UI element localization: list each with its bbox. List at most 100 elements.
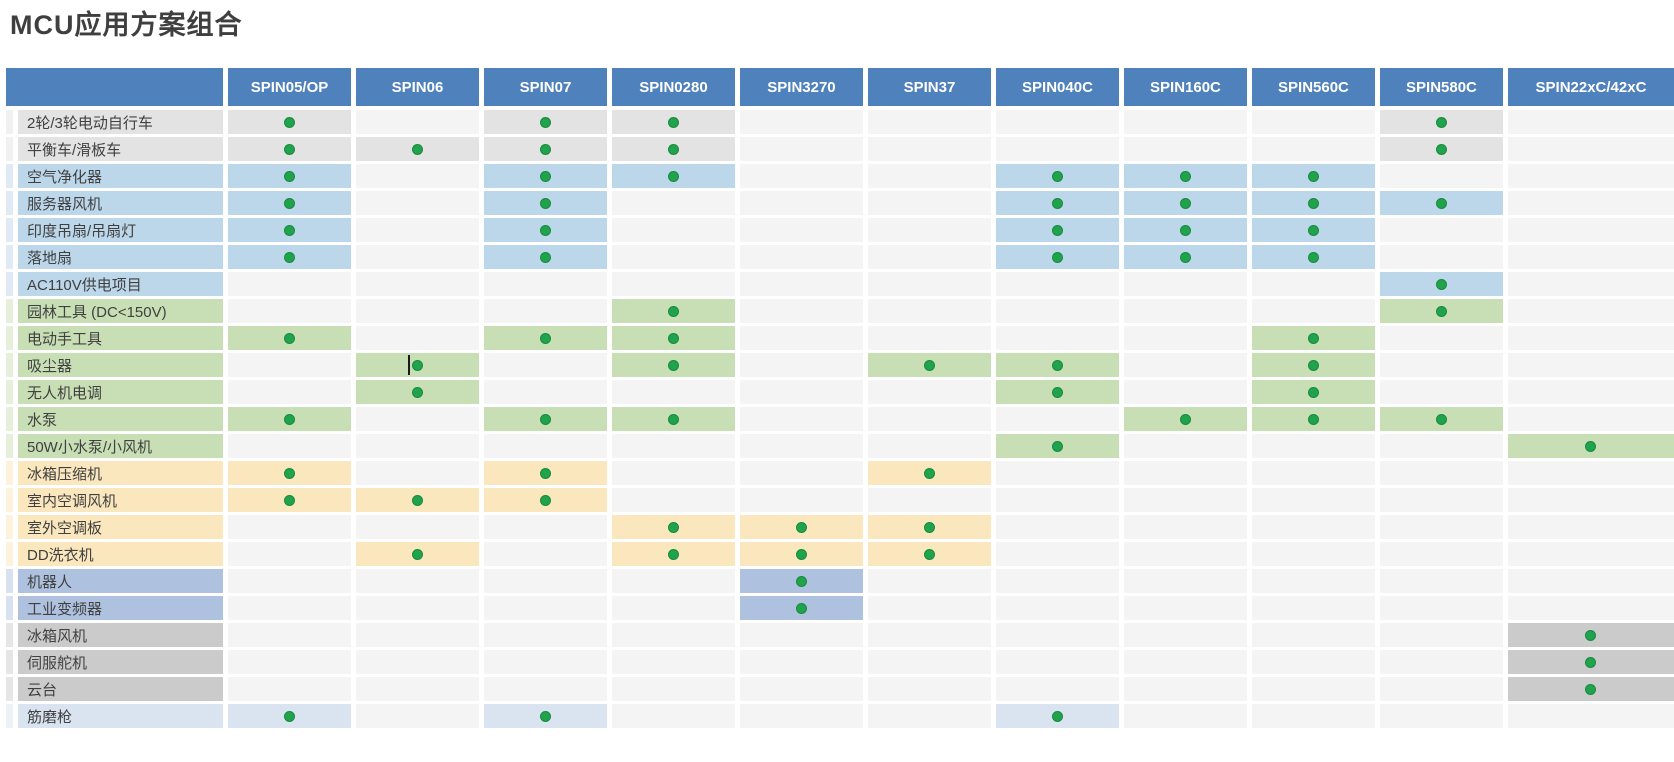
matrix-cell [355, 353, 479, 377]
matrix-cell [1123, 245, 1247, 269]
matrix-cell [739, 677, 863, 701]
row-edge-cell [6, 164, 13, 188]
solution-dot [283, 332, 295, 344]
matrix-cell [867, 407, 991, 431]
matrix-cell [739, 488, 863, 512]
matrix-cell [1379, 704, 1503, 728]
matrix-cell [228, 272, 351, 296]
matrix-cell [1379, 164, 1503, 188]
solution-dot [1051, 224, 1063, 236]
matrix-cell [995, 380, 1119, 404]
matrix-cell [1507, 623, 1674, 647]
solution-dot [1051, 359, 1063, 371]
solution-dot [283, 413, 295, 425]
row-edge-cell [6, 569, 13, 593]
matrix-cell [995, 191, 1119, 215]
matrix-cell [995, 326, 1119, 350]
matrix-cell [228, 137, 351, 161]
row-edge-cell [6, 407, 13, 431]
matrix-cell [355, 461, 479, 485]
matrix-cell [355, 380, 479, 404]
solution-dot [539, 494, 551, 506]
matrix-cell [1251, 191, 1375, 215]
solution-dot [1307, 332, 1319, 344]
matrix-cell [1507, 677, 1674, 701]
solution-dot [539, 197, 551, 209]
matrix-cell [867, 137, 991, 161]
matrix-cell [739, 623, 863, 647]
matrix-cell [867, 515, 991, 539]
matrix-cell [1507, 326, 1674, 350]
row-edge-cell [6, 461, 13, 485]
solution-dot [1585, 683, 1597, 695]
matrix-row: 云台 [6, 677, 1674, 701]
matrix-cell [483, 434, 607, 458]
matrix-cell [1123, 407, 1247, 431]
column-header: SPIN160C [1123, 68, 1247, 106]
column-header: SPIN560C [1251, 68, 1375, 106]
solution-dot [667, 116, 679, 128]
matrix-cell [995, 515, 1119, 539]
row-label-cell: 吸尘器 [18, 353, 223, 377]
matrix-cell [483, 164, 607, 188]
matrix-cell [995, 677, 1119, 701]
matrix-cell [1379, 299, 1503, 323]
matrix-cell [483, 326, 607, 350]
matrix-cell [1123, 272, 1247, 296]
matrix-cell [1251, 569, 1375, 593]
row-label-cell: AC110V供电项目 [18, 272, 223, 296]
solution-dot [667, 332, 679, 344]
solution-dot [539, 710, 551, 722]
solution-dot [539, 413, 551, 425]
matrix-cell [1507, 218, 1674, 242]
matrix-cell [867, 488, 991, 512]
matrix-row: 空气净化器 [6, 164, 1674, 188]
matrix-cell [1251, 596, 1375, 620]
column-header: SPIN22xC/42xC [1507, 68, 1674, 106]
solution-dot [1051, 197, 1063, 209]
matrix-cell [739, 218, 863, 242]
matrix-cell [355, 191, 479, 215]
matrix-cell [1379, 542, 1503, 566]
solution-dot [539, 170, 551, 182]
row-edge-cell [6, 272, 13, 296]
matrix-cell [1507, 299, 1674, 323]
matrix-cell [228, 407, 351, 431]
matrix-cell [1379, 218, 1503, 242]
matrix-cell [355, 488, 479, 512]
solution-dot [667, 413, 679, 425]
matrix-cell [1123, 569, 1247, 593]
matrix-cell [611, 623, 735, 647]
matrix-cell [611, 542, 735, 566]
matrix-cell [1251, 110, 1375, 134]
matrix-cell [355, 245, 479, 269]
matrix-cell [355, 569, 479, 593]
matrix-cell [867, 596, 991, 620]
matrix-row: 平衡车/滑板车 [6, 137, 1674, 161]
matrix-cell [483, 380, 607, 404]
solution-dot [539, 332, 551, 344]
column-header: SPIN0280 [611, 68, 735, 106]
row-label-cell: 机器人 [18, 569, 223, 593]
matrix-cell [867, 461, 991, 485]
matrix-cell [739, 326, 863, 350]
matrix-row: DD洗衣机 [6, 542, 1674, 566]
matrix-cell [483, 191, 607, 215]
matrix-cell [1251, 623, 1375, 647]
row-label-cell: 电动手工具 [18, 326, 223, 350]
solution-dot [1435, 278, 1447, 290]
matrix-cell [1507, 380, 1674, 404]
solution-dot [1307, 197, 1319, 209]
matrix-cell [483, 407, 607, 431]
row-edge-cell [6, 326, 13, 350]
matrix-cell [228, 353, 351, 377]
matrix-cell [995, 407, 1119, 431]
row-label-cell: 伺服舵机 [18, 650, 223, 674]
matrix-cell [483, 596, 607, 620]
matrix-cell [483, 515, 607, 539]
row-edge-cell [6, 137, 13, 161]
matrix-cell [1507, 137, 1674, 161]
solution-dot [539, 251, 551, 263]
row-label-cell: 冰箱风机 [18, 623, 223, 647]
matrix-row: 工业变频器 [6, 596, 1674, 620]
